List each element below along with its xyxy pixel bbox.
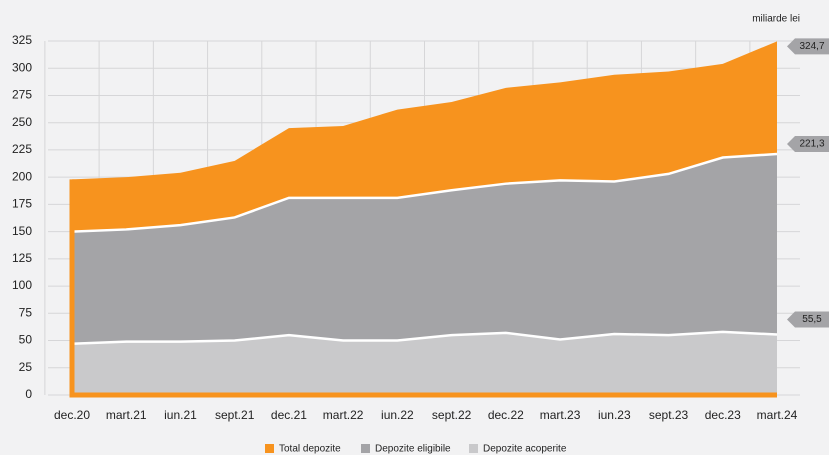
x-tick-label: iun.21 <box>164 408 197 422</box>
legend-swatch <box>469 444 478 453</box>
x-tick-label: iun.23 <box>598 408 631 422</box>
x-tick-label: mart.24 <box>757 408 798 422</box>
end-label: 221,3 <box>799 139 824 150</box>
area-edge <box>71 330 778 346</box>
y-tick-label: 75 <box>19 305 33 319</box>
y-tick-label: 200 <box>12 169 32 183</box>
y-tick-label: 275 <box>12 88 32 102</box>
unit-label: miliarde lei <box>752 14 800 25</box>
y-tick-label: 0 <box>25 387 32 401</box>
end-label: 324,7 <box>799 41 824 52</box>
area-frame <box>69 179 777 398</box>
y-tick-label: 225 <box>12 142 32 156</box>
end-label-tag <box>787 311 829 328</box>
y-tick-label: 25 <box>19 360 33 374</box>
end-label: 55,5 <box>802 314 822 325</box>
x-tick-label: dec.23 <box>705 408 741 422</box>
end-label-tag <box>787 135 829 152</box>
x-tick-label: dec.21 <box>271 408 307 422</box>
x-tick-label: iun.22 <box>381 408 414 422</box>
area-edge <box>71 152 778 233</box>
x-tick-label: sept.21 <box>215 408 255 422</box>
x-tick-label: sept.23 <box>649 408 689 422</box>
legend-label: Depozite acoperite <box>483 444 567 455</box>
end-label-tag <box>787 38 829 55</box>
y-tick-label: 125 <box>12 251 32 265</box>
y-tick-label: 325 <box>12 33 32 47</box>
x-tick-label: sept.22 <box>432 408 472 422</box>
y-tick-label: 100 <box>12 278 32 292</box>
y-tick-label: 150 <box>12 224 32 238</box>
legend-label: Depozite eligibile <box>375 444 451 455</box>
x-tick-label: dec.22 <box>488 408 524 422</box>
y-tick-label: 175 <box>12 197 32 211</box>
y-tick-label: 250 <box>12 115 32 129</box>
area <box>72 331 777 395</box>
legend-swatch <box>361 444 370 453</box>
x-tick-label: dec.20 <box>54 408 90 422</box>
x-tick-label: mart.23 <box>540 408 581 422</box>
x-tick-label: mart.21 <box>106 408 147 422</box>
y-tick-label: 50 <box>19 333 33 347</box>
legend-swatch <box>265 444 274 453</box>
x-tick-label: mart.22 <box>323 408 364 422</box>
legend-label: Total depozite <box>279 444 341 455</box>
y-tick-label: 300 <box>12 60 32 74</box>
